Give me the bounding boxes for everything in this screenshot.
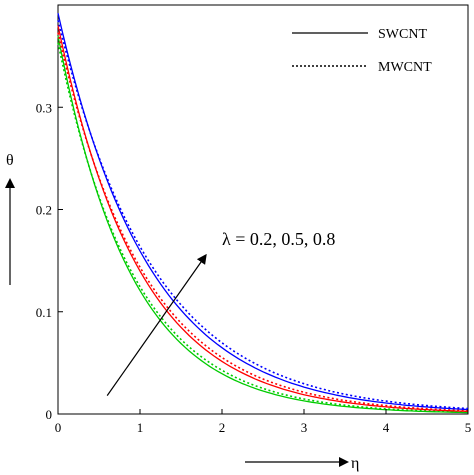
x-tick-label: 0 — [55, 420, 62, 435]
curve-lambda-02-mwcnt — [57, 42, 469, 413]
y-tick-label: 0.2 — [36, 203, 52, 218]
y-tick-label: 0 — [46, 407, 53, 422]
curve-lambda-08-swcnt — [57, 13, 469, 411]
legend: SWCNT MWCNT — [292, 27, 432, 75]
lambda-annotation: λ = 0.2, 0.5, 0.8 — [222, 229, 335, 249]
curves-group — [57, 13, 469, 414]
x-tick-label: 5 — [465, 420, 472, 435]
y-tick-label: 0.1 — [36, 305, 52, 320]
y-axis-ticks: 0 0.1 0.2 0.3 — [36, 100, 63, 422]
legend-label-swcnt: SWCNT — [378, 27, 427, 42]
curve-lambda-02-swcnt — [57, 35, 469, 414]
legend-label-mwcnt: MWCNT — [378, 60, 432, 75]
curve-lambda-05-mwcnt — [57, 32, 469, 412]
x-axis-ticks: 0 1 2 3 4 5 — [55, 409, 472, 435]
x-axis-label: η — [351, 455, 359, 472]
y-axis-label: θ — [6, 152, 14, 169]
x-tick-label: 4 — [383, 420, 390, 435]
lambda-trend-arrow — [106, 253, 207, 396]
curve-lambda-08-mwcnt — [57, 20, 469, 410]
y-tick-label: 0.3 — [36, 100, 52, 115]
x-tick-label: 2 — [219, 420, 226, 435]
x-tick-label: 1 — [137, 420, 144, 435]
x-tick-label: 3 — [301, 420, 308, 435]
curve-lambda-05-swcnt — [57, 25, 469, 413]
